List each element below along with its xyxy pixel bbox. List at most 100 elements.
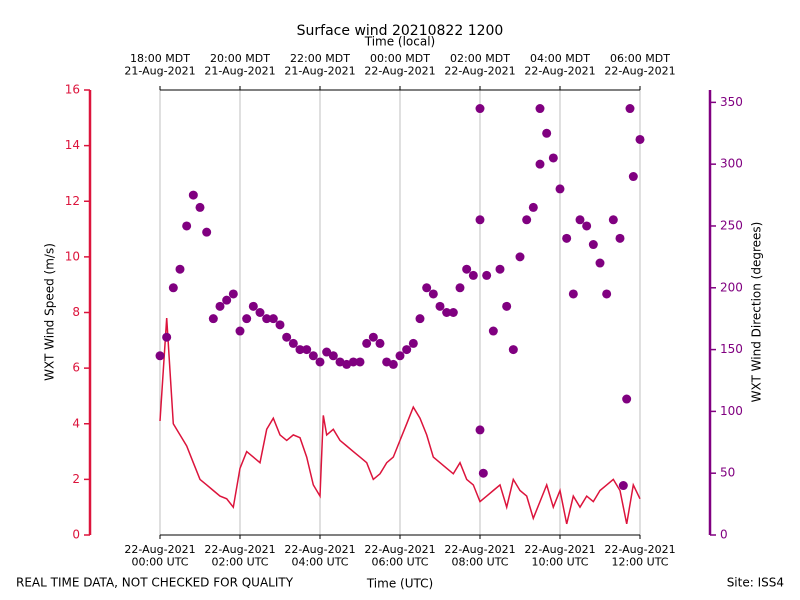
wind-direction-point: [622, 394, 632, 404]
wind-direction-point: [208, 314, 218, 324]
wind-direction-point: [448, 308, 458, 317]
wind-direction-point: [468, 270, 478, 280]
wind-direction-point: [522, 215, 532, 225]
y2-axis-label: WXT Wind Direction (degrees): [750, 222, 764, 403]
wind-direction-point: [302, 345, 312, 355]
wind-direction-point: [422, 283, 432, 293]
wind-direction-point: [415, 314, 425, 324]
wind-direction-point: [395, 351, 405, 361]
wind-direction-point: [175, 264, 185, 274]
wind-direction-point: [408, 338, 418, 348]
wind-direction-point: [475, 425, 485, 435]
y2-tick-label: 350: [720, 95, 743, 109]
wind-direction-point: [548, 153, 558, 163]
wind-direction-point: [535, 104, 545, 114]
wind-direction-point: [618, 481, 628, 491]
wind-direction-point: [182, 221, 192, 231]
wind-direction-point: [462, 264, 472, 274]
wind-direction-point: [555, 184, 565, 194]
x2-tick-label: 22:00 MDT 21-Aug-2021: [284, 52, 355, 78]
wind-direction-point: [328, 351, 338, 361]
wind-direction-point: [502, 301, 512, 311]
wind-direction-point: [602, 289, 612, 299]
wind-direction-point: [608, 215, 618, 225]
wind-direction-point: [315, 357, 325, 367]
wind-direction-point: [435, 301, 445, 311]
wind-direction-point: [475, 104, 485, 114]
wind-direction-point: [295, 345, 305, 355]
y-tick-label: 6: [72, 361, 80, 375]
wind-direction-point: [288, 338, 298, 348]
x-tick-label: 22-Aug-2021 04:00 UTC: [284, 543, 355, 569]
wind-direction-point: [528, 202, 538, 212]
wind-direction-point: [308, 351, 318, 361]
x-tick-label: 22-Aug-2021 12:00 UTC: [604, 543, 675, 569]
wind-direction-point: [348, 357, 358, 367]
y-tick-label: 4: [72, 416, 80, 430]
wind-direction-point: [368, 332, 378, 342]
wind-direction-point: [542, 128, 552, 138]
wind-direction-point: [442, 308, 452, 317]
wind-direction-point: [628, 172, 638, 182]
y2-tick-label: 150: [720, 342, 743, 356]
wind-direction-point: [162, 332, 172, 342]
wind-direction-point: [388, 359, 398, 369]
wind-direction-point: [215, 301, 225, 311]
wind-direction-point: [495, 264, 505, 274]
y2-tick-label: 300: [720, 157, 743, 171]
wind-direction-point: [475, 215, 485, 225]
x2-tick-label: 00:00 MDT 22-Aug-2021: [364, 52, 435, 78]
wind-direction-point: [275, 320, 285, 330]
wind-direction-point: [508, 345, 518, 355]
wind-direction-point: [322, 347, 332, 357]
x-tick-label: 22-Aug-2021 06:00 UTC: [364, 543, 435, 569]
wind-direction-point: [482, 270, 492, 280]
y-tick-label: 2: [72, 472, 80, 486]
wind-direction-point: [228, 289, 238, 299]
y-tick-label: 14: [65, 138, 80, 152]
x2-axis-label: Time (local): [364, 35, 436, 49]
wind-direction-point: [428, 289, 438, 299]
wind-direction-point: [515, 252, 525, 262]
x2-tick-label: 06:00 MDT 22-Aug-2021: [604, 52, 675, 78]
y-tick-label: 12: [65, 194, 80, 208]
wind-direction-point: [568, 289, 578, 299]
wind-direction-point: [588, 240, 598, 250]
y-tick-label: 0: [72, 528, 80, 542]
x2-tick-label: 20:00 MDT 21-Aug-2021: [204, 52, 275, 78]
wind-direction-point: [188, 190, 198, 200]
wind-direction-point: [195, 202, 205, 212]
wind-direction-point: [268, 314, 278, 324]
wind-direction-point: [478, 468, 488, 478]
x2-tick-label: 04:00 MDT 22-Aug-2021: [524, 52, 595, 78]
wind-speed-line: [159, 318, 641, 525]
wind-direction-point: [248, 301, 258, 311]
wind-direction-point: [562, 233, 572, 243]
wind-direction-point: [282, 332, 292, 342]
wind-direction-point: [595, 258, 605, 268]
wind-direction-point: [262, 314, 272, 324]
site-label: Site: ISS4: [727, 576, 784, 590]
wind-direction-point: [635, 134, 645, 144]
y-axis-label: WXT Wind Speed (m/s): [43, 243, 57, 381]
x-tick-label: 22-Aug-2021 10:00 UTC: [524, 543, 595, 569]
wind-direction-point: [255, 308, 265, 317]
wind-direction-point: [155, 351, 165, 361]
y2-tick-label: 0: [720, 528, 728, 542]
x2-tick-label: 02:00 MDT 22-Aug-2021: [444, 52, 515, 78]
x-tick-label: 22-Aug-2021 08:00 UTC: [444, 543, 515, 569]
y2-tick-label: 100: [720, 404, 743, 418]
chart-title: Surface wind 20210822 1200: [297, 23, 504, 39]
wind-direction-point: [355, 357, 365, 367]
x-axis-label: Time (UTC): [366, 577, 433, 591]
x-tick-label: 22-Aug-2021 02:00 UTC: [204, 543, 275, 569]
y2-tick-label: 50: [720, 466, 735, 480]
y-tick-label: 16: [65, 83, 80, 97]
wind-direction-point: [242, 314, 252, 324]
wind-direction-point: [575, 215, 585, 225]
wind-direction-point: [535, 159, 545, 169]
y2-tick-label: 250: [720, 218, 743, 232]
wind-direction-point: [402, 345, 412, 355]
wind-direction-point: [375, 338, 385, 348]
